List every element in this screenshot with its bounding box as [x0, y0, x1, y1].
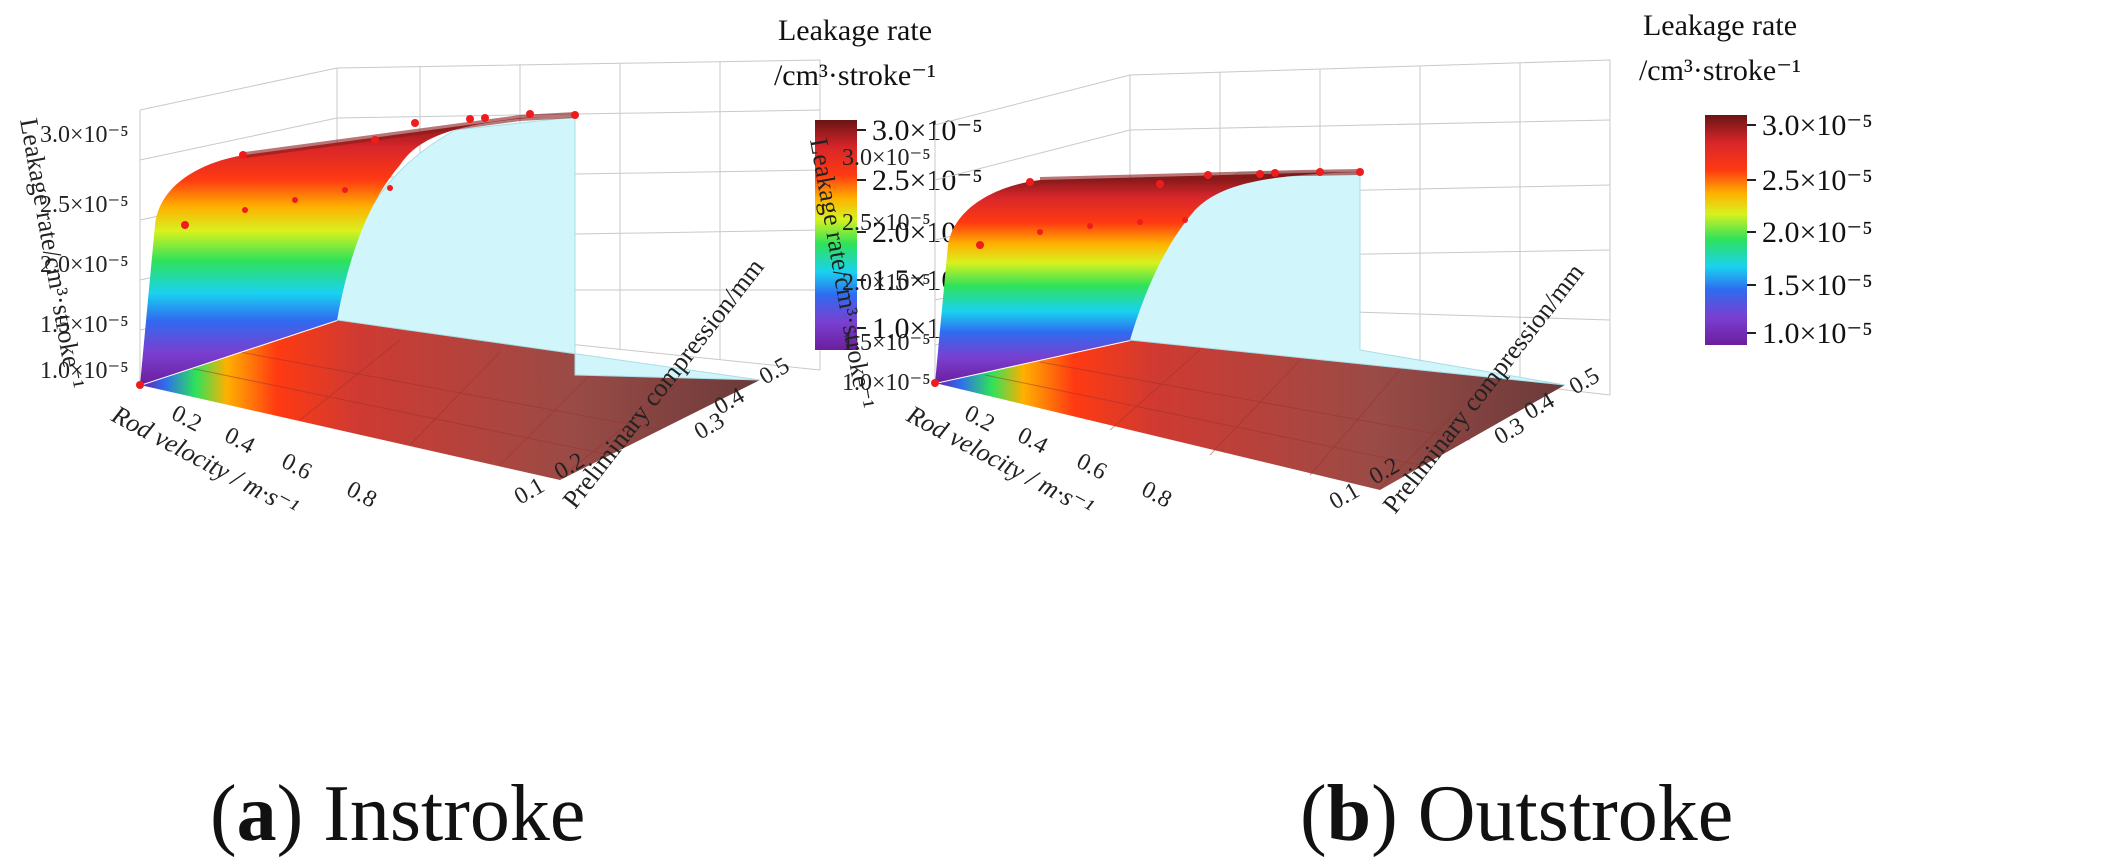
y-tick: 0.5: [755, 353, 794, 391]
x-tick: 0.6: [277, 448, 316, 485]
colorbar-label: 1.5×10⁻⁵: [1762, 269, 1873, 302]
data-point: [1316, 168, 1324, 176]
data-point: [1204, 171, 1212, 179]
x-tick: 0.8: [342, 476, 381, 513]
panel-caption-text: Instroke: [323, 770, 585, 858]
colorbar-label: 3.0×10⁻⁵: [872, 114, 983, 147]
colorbar-title: /cm³·stroke⁻¹: [774, 59, 936, 92]
data-point: [1356, 168, 1364, 176]
chart-panel-instroke: 3.0×10⁻⁵ 2.5×10⁻⁵ 2.0×10⁻⁵ 1.5×10⁻⁵ 1.0×…: [14, 14, 983, 858]
data-point: [1271, 169, 1279, 177]
data-point: [481, 114, 489, 122]
data-point: [571, 111, 579, 119]
colorbar-title: Leakage rate: [1643, 9, 1797, 42]
x-axis-title: Rod velocity / m·s⁻¹: [106, 399, 303, 522]
leakage-surface: [935, 172, 1360, 383]
colorbar-ticks: [857, 129, 866, 329]
panel-label: b: [1327, 770, 1372, 858]
data-point: [387, 185, 393, 191]
colorbar-title: /cm³·stroke⁻¹: [1639, 54, 1801, 87]
data-point: [411, 119, 419, 127]
z-tick: 1.0×10⁻⁵: [40, 358, 129, 384]
leakage-surface: [140, 115, 575, 385]
y-tick: 0.5: [1565, 363, 1604, 401]
data-point: [1087, 223, 1093, 229]
x-tick: 0.6: [1072, 448, 1111, 485]
colorbar-label: 2.0×10⁻⁵: [1762, 216, 1873, 249]
panel-label: a: [237, 770, 277, 858]
floor-surface: [935, 340, 1565, 490]
data-point: [239, 151, 247, 159]
z-tick: 3.0×10⁻⁵: [40, 122, 129, 148]
data-point: [466, 115, 474, 123]
panel-caption: (a) Instroke: [210, 770, 585, 858]
colorbar-label: 2.5×10⁻⁵: [1762, 164, 1873, 197]
z-ticks: 3.0×10⁻⁵ 2.5×10⁻⁵ 2.0×10⁻⁵ 1.5×10⁻⁵ 1.0×…: [842, 145, 931, 396]
data-point: [242, 207, 248, 213]
colorbar: [815, 120, 857, 350]
colorbar: [1705, 115, 1747, 345]
colorbar-label: 3.0×10⁻⁵: [1762, 109, 1873, 142]
z-tick: 3.0×10⁻⁵: [842, 145, 931, 171]
z-tick: 2.0×10⁻⁵: [40, 252, 129, 278]
z-tick: 2.0×10⁻⁵: [842, 270, 931, 296]
data-point: [1256, 170, 1264, 178]
data-point: [1037, 229, 1043, 235]
data-point: [1156, 180, 1164, 188]
data-point: [1137, 219, 1143, 225]
data-point: [931, 379, 939, 387]
y-tick: 0.1: [510, 473, 549, 511]
data-points: [136, 110, 579, 389]
data-point: [136, 381, 144, 389]
z-tick: 1.0×10⁻⁵: [842, 370, 931, 396]
colorbar-labels: 3.0×10⁻⁵ 2.5×10⁻⁵ 2.0×10⁻⁵ 1.5×10⁻⁵ 1.0×…: [1762, 109, 1873, 350]
floor-grid: [984, 349, 1491, 489]
data-points: [931, 168, 1364, 387]
data-point: [371, 136, 379, 144]
data-point: [526, 110, 534, 118]
colorbar-title: Leakage rate: [778, 14, 932, 47]
colorbar-label: 2.5×10⁻⁵: [872, 164, 983, 197]
x-axis-title: Rod velocity / m·s⁻¹: [901, 399, 1098, 522]
data-point: [342, 187, 348, 193]
panel-caption: (b) Outstroke: [1300, 770, 1733, 858]
data-point: [1026, 178, 1034, 186]
data-point: [976, 241, 984, 249]
z-tick: 2.5×10⁻⁵: [842, 210, 931, 236]
panel-caption-text: Outstroke: [1418, 770, 1734, 858]
x-tick: 0.4: [220, 422, 259, 459]
data-point: [292, 197, 298, 203]
colorbar-ticks: [1747, 124, 1756, 334]
z-tick: 2.5×10⁻⁵: [40, 192, 129, 218]
z-tick: 1.5×10⁻⁵: [842, 330, 931, 356]
colorbar-label: 1.0×10⁻⁵: [1762, 317, 1873, 350]
data-point: [181, 221, 189, 229]
floor-grid: [189, 339, 691, 479]
x-tick: 0.8: [1137, 476, 1176, 513]
z-tick: 1.5×10⁻⁵: [40, 312, 129, 338]
z-ticks: 3.0×10⁻⁵ 2.5×10⁻⁵ 2.0×10⁻⁵ 1.5×10⁻⁵ 1.0×…: [40, 122, 129, 384]
data-point: [1182, 217, 1188, 223]
